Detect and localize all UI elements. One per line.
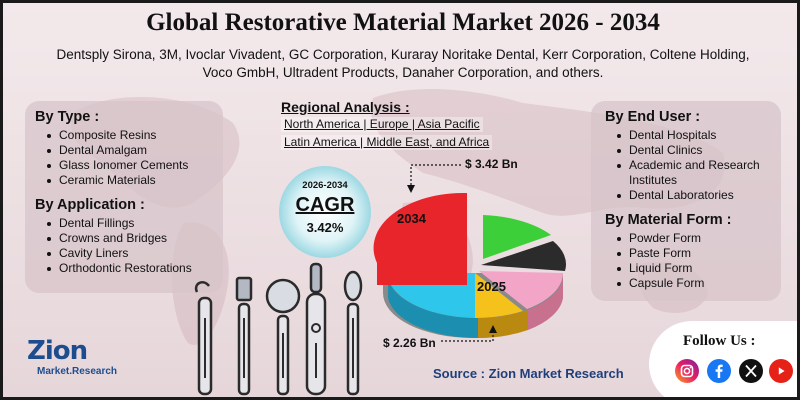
list-item: Dental Laboratories xyxy=(605,188,767,203)
cagr-label: CAGR xyxy=(295,194,355,216)
instagram-icon[interactable] xyxy=(675,359,699,383)
segment-panel-left: By Type : Composite Resins Dental Amalga… xyxy=(25,101,223,293)
regional-heading: Regional Analysis : xyxy=(281,99,410,115)
follow-panel xyxy=(649,321,797,397)
by-type-heading: By Type : xyxy=(35,109,100,125)
pie-slice-green xyxy=(483,215,551,259)
list-item: Capsule Form xyxy=(605,276,767,291)
pie-slice-yellow xyxy=(475,273,523,318)
key-players-line-1: Dentsply Sirona, 3M, Ivoclar Vivadent, G… xyxy=(56,47,750,62)
pie-label-start-year: 2025 xyxy=(477,279,506,294)
by-application-heading: By Application : xyxy=(35,197,145,213)
market-pie-illustration: 2034 2025 xyxy=(373,164,567,342)
youtube-icon[interactable] xyxy=(769,359,793,383)
list-item: Liquid Form xyxy=(605,261,767,276)
list-item: Crowns and Bridges xyxy=(35,231,213,246)
zion-logo: Zion Market.Research xyxy=(27,336,127,386)
list-item: Dental Fillings xyxy=(35,216,213,231)
by-end-user-list: Dental Hospitals Dental Clinics Academic… xyxy=(605,128,767,203)
list-item: Orthodontic Restorations xyxy=(35,261,213,276)
market-value-end: $ 3.42 Bn xyxy=(465,157,518,171)
segment-panel-right: By End User : Dental Hospitals Dental Cl… xyxy=(591,101,781,301)
list-item: Academic and Research Institutes xyxy=(605,158,767,188)
list-item: Dental Hospitals xyxy=(605,128,767,143)
list-item: Paste Form xyxy=(605,246,767,261)
dental-tools-illustration xyxy=(194,262,363,396)
list-item: Powder Form xyxy=(605,231,767,246)
follow-title: Follow Us : xyxy=(683,333,756,349)
by-end-user-heading: By End User : xyxy=(605,109,701,125)
by-material-form-list: Powder Form Paste Form Liquid Form Capsu… xyxy=(605,231,767,291)
regional-line-1: North America | Europe | Asia Pacific xyxy=(281,117,483,132)
list-item: Dental Amalgam xyxy=(35,143,213,158)
key-players-line-2: Voco GmbH, Ultradent Products, Danaher C… xyxy=(202,65,604,80)
list-item: Glass Ionomer Cements xyxy=(35,158,213,173)
source-credit: Source : Zion Market Research xyxy=(433,366,624,381)
list-item: Cavity Liners xyxy=(35,246,213,261)
cagr-years: 2026-2034 xyxy=(302,180,348,191)
logo-main-text: Zion xyxy=(27,336,88,366)
cagr-value: 3.42% xyxy=(306,220,344,235)
pie-slice-pink xyxy=(479,271,563,309)
by-application-list: Dental Fillings Crowns and Bridges Cavit… xyxy=(35,216,213,276)
list-item: Composite Resins xyxy=(35,128,213,143)
by-type-list: Composite Resins Dental Amalgam Glass Io… xyxy=(35,128,213,188)
page-title: Global Restorative Material Market 2026 … xyxy=(146,9,660,36)
facebook-icon[interactable] xyxy=(707,359,731,383)
regional-line-2: Latin America | Middle East, and Africa xyxy=(281,135,493,150)
list-item: Dental Clinics xyxy=(605,143,767,158)
pie-label-end-year: 2034 xyxy=(397,211,427,226)
list-item: Ceramic Materials xyxy=(35,173,213,188)
regional-analysis: Regional Analysis : North America | Euro… xyxy=(281,99,531,151)
logo-sub-text: Market.Research xyxy=(37,366,118,377)
pie-slice-dark xyxy=(481,241,567,271)
x-icon[interactable] xyxy=(739,359,763,383)
key-players: Dentsply Sirona, 3M, Ivoclar Vivadent, G… xyxy=(23,46,783,82)
by-material-form-heading: By Material Form : xyxy=(605,212,732,228)
cagr-badge: 2026-2034 CAGR 3.42% xyxy=(279,166,371,258)
market-value-start: $ 2.26 Bn xyxy=(383,336,436,350)
pie-slice-red xyxy=(373,192,467,285)
